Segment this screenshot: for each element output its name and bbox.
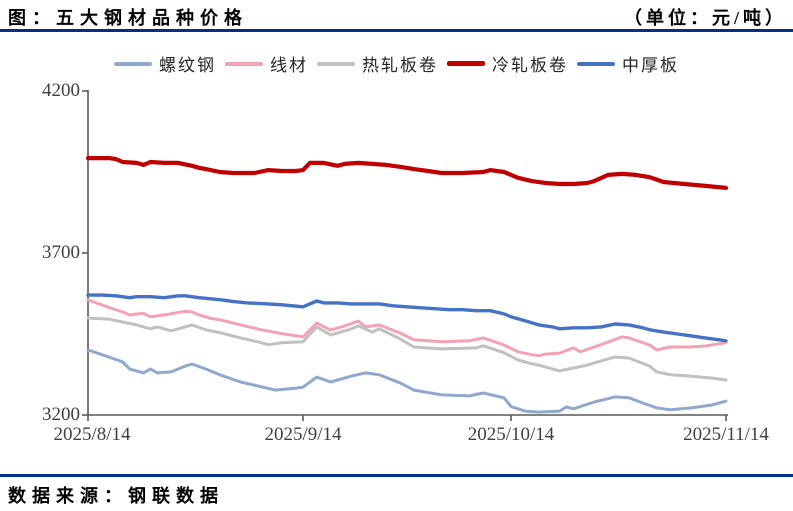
legend-line-swatch-hot-rolled-coil bbox=[317, 61, 355, 66]
legend-line-swatch-wire-rod bbox=[225, 61, 263, 66]
legend-line-swatch-rebar bbox=[114, 61, 152, 66]
series-line-medium-plate bbox=[86, 293, 728, 343]
chart-title: 图：五大钢材品种价格 bbox=[8, 8, 248, 28]
y-tick-label: 3700 bbox=[42, 242, 80, 263]
legend-item-cold-rolled-coil: 冷轧板卷 bbox=[447, 51, 568, 76]
legend-label-rebar: 螺纹钢 bbox=[159, 56, 216, 75]
legend-item-wire-rod: 线材 bbox=[225, 51, 308, 76]
legend-label-cold-rolled-coil: 冷轧板卷 bbox=[492, 56, 568, 75]
chart-header: 图：五大钢材品种价格 （单位：元/吨） bbox=[8, 4, 787, 30]
legend-item-rebar: 螺纹钢 bbox=[114, 51, 216, 76]
series-line-wire-rod bbox=[86, 298, 728, 358]
y-tick-label: 4200 bbox=[42, 80, 80, 101]
legend-label-wire-rod: 线材 bbox=[270, 56, 308, 75]
series-line-cold-rolled-coil bbox=[85, 156, 729, 190]
legend-line-swatch-medium-plate bbox=[577, 61, 615, 66]
footer-divider bbox=[0, 474, 793, 477]
chart-legend: 螺纹钢 线材 热轧板卷 冷轧板卷 中厚板 bbox=[0, 51, 793, 76]
legend-label-medium-plate: 中厚板 bbox=[622, 56, 679, 75]
x-tick-label: 2025/8/14 bbox=[53, 424, 131, 445]
series-line-hot-rolled-coil bbox=[86, 316, 728, 382]
x-tick-label: 2025/9/14 bbox=[264, 424, 342, 445]
x-tick-label: 2025/11/14 bbox=[683, 424, 769, 445]
header-divider bbox=[0, 29, 793, 32]
legend-label-hot-rolled-coil: 热轧板卷 bbox=[362, 56, 438, 75]
chart-unit-label: （单位：元/吨） bbox=[623, 8, 787, 28]
x-tick-label: 2025/10/14 bbox=[467, 424, 555, 445]
legend-item-hot-rolled-coil: 热轧板卷 bbox=[317, 51, 438, 76]
data-source: 数据来源：钢联数据 bbox=[8, 486, 224, 506]
legend-line-swatch-cold-rolled-coil bbox=[447, 61, 485, 66]
series-line-rebar bbox=[86, 348, 728, 414]
y-tick-label: 3200 bbox=[42, 404, 80, 425]
legend-item-medium-plate: 中厚板 bbox=[577, 51, 679, 76]
